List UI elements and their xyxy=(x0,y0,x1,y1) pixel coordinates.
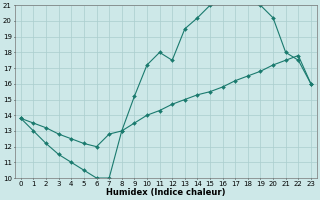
X-axis label: Humidex (Indice chaleur): Humidex (Indice chaleur) xyxy=(106,188,226,197)
